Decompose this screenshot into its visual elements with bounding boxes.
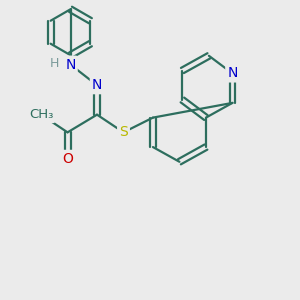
Text: H: H (50, 57, 59, 70)
Text: CH₃: CH₃ (29, 108, 53, 121)
Text: N: N (92, 78, 102, 92)
Text: O: O (62, 152, 73, 166)
Text: N: N (65, 58, 76, 72)
Text: S: S (119, 125, 128, 139)
Text: N: N (227, 66, 238, 80)
